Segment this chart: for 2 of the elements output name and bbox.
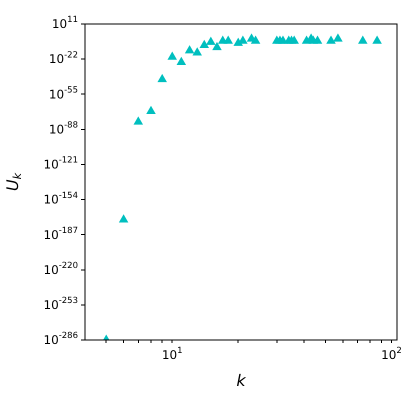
x-axis-title: k [236, 371, 246, 390]
y-axis-title: Uk [3, 172, 24, 192]
